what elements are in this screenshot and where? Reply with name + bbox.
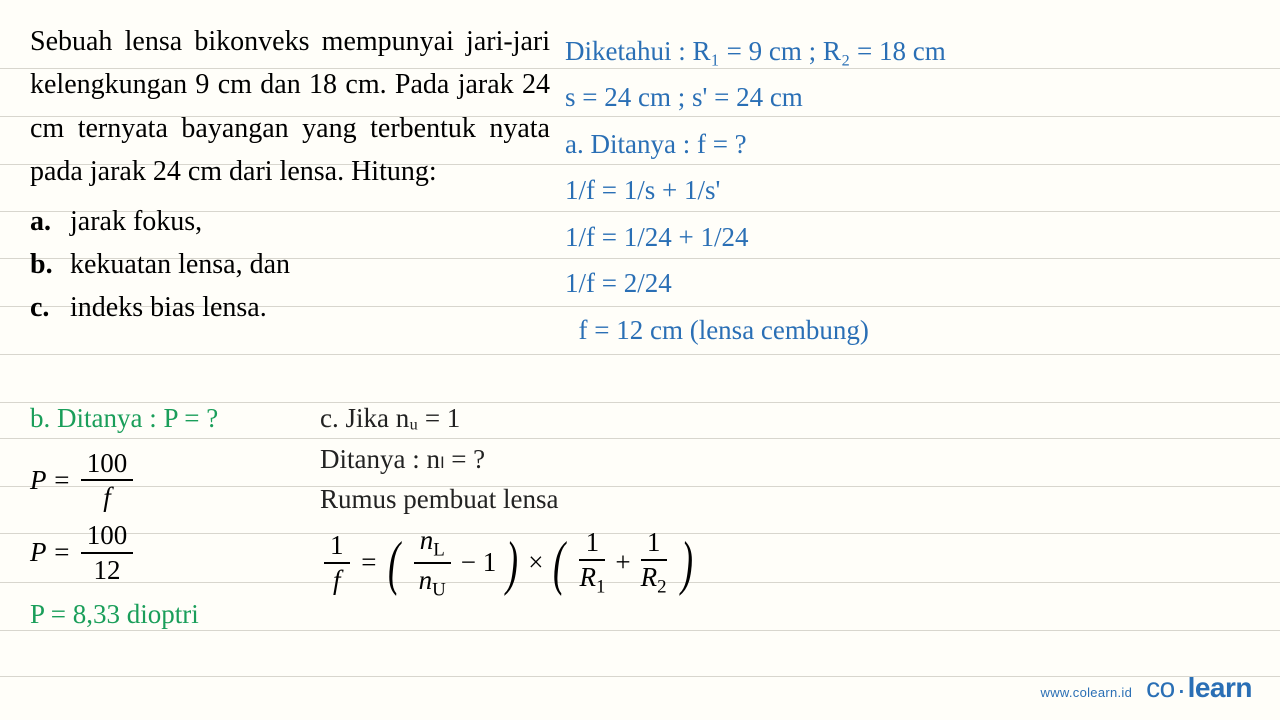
asked-b: b. Ditanya : P = ? [30,398,218,439]
problem-item-b: b. kekuatan lensa, dan [30,243,550,286]
footer-url: www.colearn.id [1041,685,1133,700]
problem-item-c: c. indeks bias lensa. [30,286,550,329]
fraction: 100 f [81,449,134,512]
plus: + [615,542,630,583]
paren-right-icon: ) [681,539,693,587]
asked-line: a. Ditanya : f = ? [565,121,1265,167]
fraction: 100 12 [81,521,134,584]
footer: www.colearn.id co·learn [1041,672,1252,706]
lhs: P [30,532,47,573]
solution-part-b: b. Ditanya : P = ? P = 100 f P = 100 12 … [30,398,218,634]
equals: = [53,532,71,573]
minus-one: − 1 [461,542,496,583]
brand-logo: co·learn [1146,672,1252,706]
asked-c: Ditanya : nₗ = ? [320,439,697,480]
solution-part-a: Diketahui : R₁ = 9 cm ; R₂ = 18 cm s = 2… [565,28,1265,353]
equals: = [360,542,378,583]
formula-line-1: 1/f = 1/s + 1/s' [565,167,1265,213]
lensmaker-equation: 1 f = ( nL nU − 1 ) × ( 1 R1 + 1 R2 ) [320,526,697,600]
problem-item-a: a. jarak fokus, [30,200,550,243]
frac-r1: 1 R1 [579,528,605,597]
paren-right-icon: ) [506,539,518,587]
assumption-line: c. Jika nᵤ = 1 [320,398,697,439]
problem-body: Sebuah lensa bikonveks mempunyai jari-ja… [30,20,550,194]
result-b: P = 8,33 dioptri [30,594,218,635]
formula-p-2: P = 100 12 [30,521,218,584]
frac-r2: 1 R2 [641,528,667,597]
formula-line-2: 1/f = 1/24 + 1/24 [565,214,1265,260]
problem-statement: Sebuah lensa bikonveks mempunyai jari-ja… [30,20,550,330]
lhs-frac: 1 f [324,531,350,594]
item-label: a. [30,200,52,243]
times: × [528,542,543,583]
paren-left-icon: ( [388,539,400,587]
item-label: c. [30,286,52,329]
item-text: jarak fokus, [70,200,202,243]
frac-nl-nu: nL nU [414,526,451,600]
formula-p-1: P = 100 f [30,449,218,512]
result-line: f = 12 cm (lensa cembung) [565,307,1265,353]
problem-list: a. jarak fokus, b. kekuatan lensa, dan c… [30,200,550,330]
dot-icon: · [1177,674,1186,706]
item-text: kekuatan lensa, dan [70,243,290,286]
item-label: b. [30,243,52,286]
given-line-1: Diketahui : R₁ = 9 cm ; R₂ = 18 cm [565,28,1265,74]
lhs: P [30,460,47,501]
equals: = [53,460,71,501]
formula-line-3: 1/f = 2/24 [565,260,1265,306]
solution-part-c: c. Jika nᵤ = 1 Ditanya : nₗ = ? Rumus pe… [320,398,697,600]
formula-name: Rumus pembuat lensa [320,479,697,520]
given-line-2: s = 24 cm ; s' = 24 cm [565,74,1265,120]
item-text: indeks bias lensa. [70,286,267,329]
paren-left-icon: ( [553,539,565,587]
